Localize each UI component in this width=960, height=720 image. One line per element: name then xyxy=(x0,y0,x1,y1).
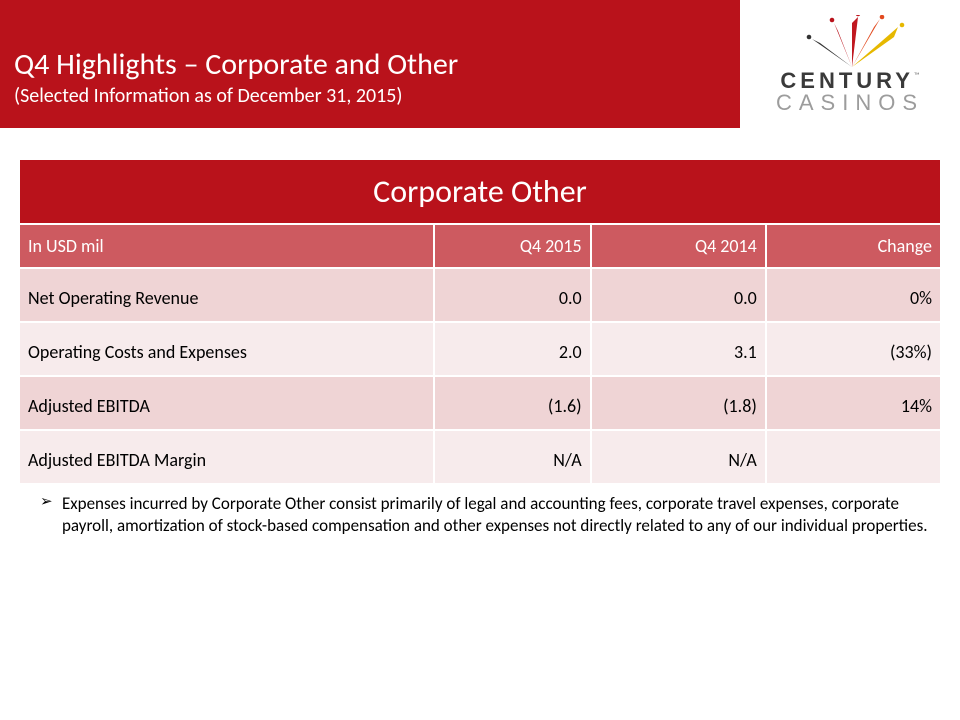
note-item: ➢Expenses incurred by Corporate Other co… xyxy=(40,493,932,537)
header-band: Q4 Highlights – Corporate and Other (Sel… xyxy=(0,0,960,128)
table-row: Net Operating Revenue0.00.00% xyxy=(19,268,941,322)
row-value: 3.1 xyxy=(591,322,766,376)
logo-box: CENTURY™ CASINOS xyxy=(740,0,960,128)
page-title: Q4 Highlights – Corporate and Other xyxy=(14,48,740,83)
row-value: 0.0 xyxy=(434,268,591,322)
header-red-panel: Q4 Highlights – Corporate and Other (Sel… xyxy=(0,0,740,128)
page-subtitle: (Selected Information as of December 31,… xyxy=(14,84,740,108)
table-header-row: In USD milQ4 2015Q4 2014Change xyxy=(19,224,941,268)
table-col-header: Q4 2014 xyxy=(591,224,766,268)
table-row: Operating Costs and Expenses2.03.1(33%) xyxy=(19,322,941,376)
row-value: 0.0 xyxy=(591,268,766,322)
logo-burst-icon xyxy=(790,15,910,75)
row-value: 14% xyxy=(766,376,941,430)
row-value: (1.6) xyxy=(434,376,591,430)
table-section-title-row: Corporate Other xyxy=(19,159,941,224)
bullet-icon: ➢ xyxy=(40,493,62,537)
row-value: 2.0 xyxy=(434,322,591,376)
row-label: Net Operating Revenue xyxy=(19,268,434,322)
table-row: Adjusted EBITDA(1.6)(1.8)14% xyxy=(19,376,941,430)
row-value: N/A xyxy=(591,430,766,484)
table-col-header: Q4 2015 xyxy=(434,224,591,268)
logo-text-line2: CASINOS xyxy=(776,93,924,114)
table-col-header: Change xyxy=(766,224,941,268)
notes-block: ➢Expenses incurred by Corporate Other co… xyxy=(18,485,942,537)
row-value xyxy=(766,430,941,484)
content-area: Corporate Other In USD milQ4 2015Q4 2014… xyxy=(0,128,960,537)
financial-table: Corporate Other In USD milQ4 2015Q4 2014… xyxy=(18,158,942,485)
note-text: Expenses incurred by Corporate Other con… xyxy=(62,493,932,537)
row-value: (33%) xyxy=(766,322,941,376)
row-value: N/A xyxy=(434,430,591,484)
table-section-title: Corporate Other xyxy=(19,159,941,224)
table-col-header: In USD mil xyxy=(19,224,434,268)
row-value: (1.8) xyxy=(591,376,766,430)
logo-tm: ™ xyxy=(914,71,920,81)
row-value: 0% xyxy=(766,268,941,322)
row-label: Adjusted EBITDA Margin xyxy=(19,430,434,484)
table-row: Adjusted EBITDA MarginN/AN/A xyxy=(19,430,941,484)
row-label: Operating Costs and Expenses xyxy=(19,322,434,376)
row-label: Adjusted EBITDA xyxy=(19,376,434,430)
